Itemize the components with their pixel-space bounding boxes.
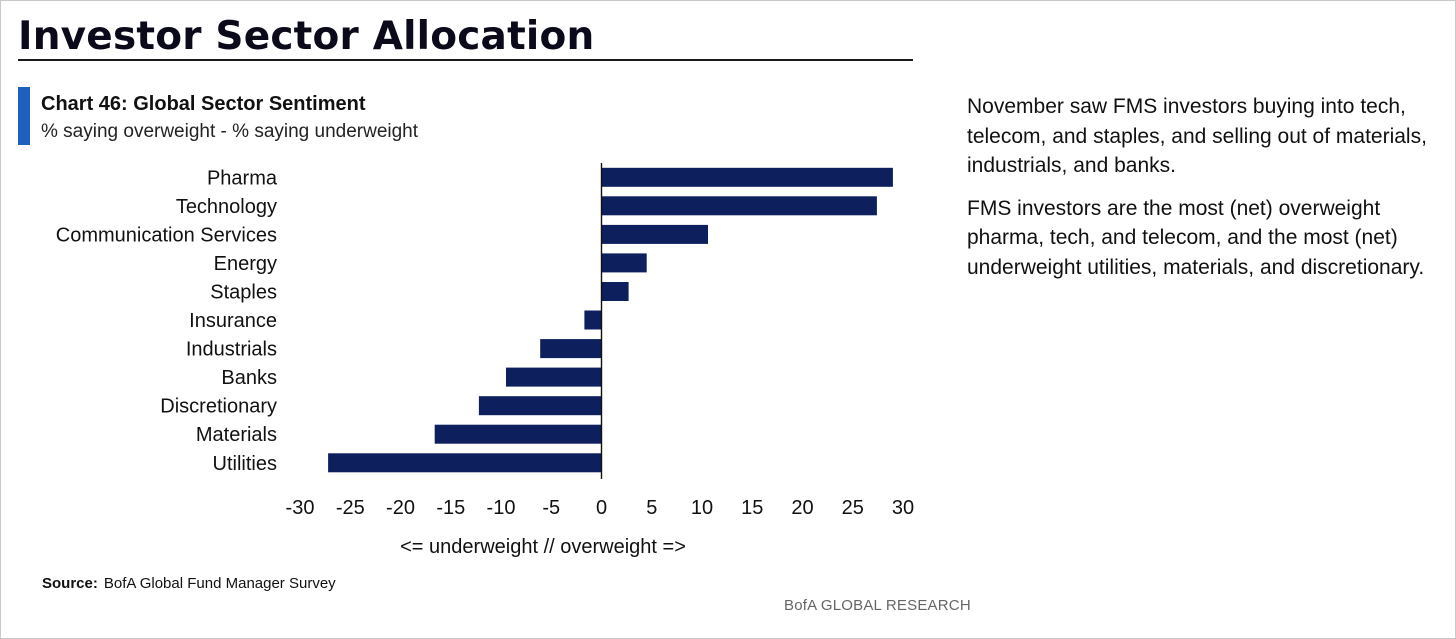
category-label: Energy (214, 253, 277, 275)
category-label: Utilities (213, 453, 277, 475)
x-tick-label: 5 (646, 497, 657, 519)
commentary: November saw FMS investors buying into t… (967, 92, 1437, 295)
category-label: Communication Services (56, 224, 277, 246)
x-tick-label: -10 (487, 497, 516, 519)
bar-pharma (601, 167, 893, 187)
chart-accent-bar (18, 87, 30, 145)
category-label: Banks (221, 367, 277, 389)
brand-footer: BofA GLOBAL RESEARCH (784, 597, 971, 614)
commentary-paragraph-2: FMS investors are the most (net) overwei… (967, 196, 1425, 279)
chart-title: Chart 46: Global Sector Sentiment (41, 93, 366, 115)
bar-staples (601, 282, 629, 301)
x-axis-label: <= underweight // overweight => (400, 536, 686, 558)
category-label: Discretionary (160, 396, 277, 418)
category-label: Insurance (189, 310, 277, 332)
x-tick-label: 25 (842, 497, 864, 519)
bar-technology (601, 196, 877, 216)
x-tick-label: -25 (336, 497, 365, 519)
source-note: Source: BofA Global Fund Manager Survey (42, 574, 336, 594)
x-tick-label: -5 (542, 497, 560, 519)
title-rule (18, 59, 913, 61)
bar-discretionary (478, 396, 602, 416)
x-tick-label: 30 (892, 497, 914, 519)
sector-sentiment-chart: Pharma Technology Communication Services En… (56, 163, 914, 558)
chart-subtitle: % saying overweight - % saying underweig… (41, 121, 419, 142)
bar-energy (601, 253, 647, 273)
commentary-paragraph-1: November saw FMS investors buying into t… (967, 95, 1427, 177)
bar-insurance (584, 310, 602, 330)
x-tick-label: 20 (791, 497, 813, 519)
bar-industrials (540, 339, 602, 359)
bar-communication-services (601, 224, 708, 244)
category-label: Technology (176, 196, 277, 218)
bar-materials (434, 424, 602, 444)
category-label: Pharma (207, 167, 278, 189)
x-tick-label: -30 (286, 497, 315, 519)
category-label: Staples (210, 282, 277, 304)
x-tick-label: 15 (741, 497, 763, 519)
x-tick-label: -20 (386, 497, 415, 519)
bar-utilities (328, 453, 602, 473)
bar-banks (506, 367, 602, 387)
source-label: Source: (42, 575, 98, 592)
category-label: Industrials (186, 339, 277, 361)
x-tick-label: 0 (596, 497, 607, 519)
x-tick-label: 10 (691, 497, 713, 519)
page-title: Investor Sector Allocation (18, 14, 595, 59)
category-label: Materials (196, 424, 277, 446)
x-tick-label: -15 (436, 497, 465, 519)
source-text: BofA Global Fund Manager Survey (103, 575, 336, 592)
